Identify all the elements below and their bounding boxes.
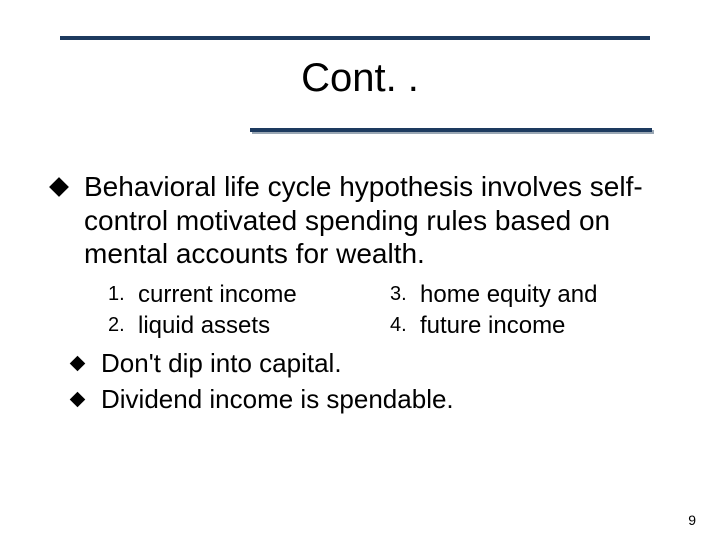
- slide: Cont. . Behavioral life cycle hypothesis…: [0, 0, 720, 540]
- item-number: 3.: [390, 281, 410, 308]
- diamond-bullet-icon: [70, 391, 86, 407]
- list-item: 4. future income: [390, 312, 672, 341]
- slide-content: Behavioral life cycle hypothesis involve…: [48, 170, 672, 419]
- mid-rule: [250, 128, 652, 132]
- slide-title: Cont. .: [0, 56, 720, 101]
- lower-bullet-text: Dividend income is spendable.: [101, 384, 454, 415]
- item-text: liquid assets: [138, 312, 270, 341]
- numbered-lists: 1. current income 2. liquid assets 3. ho…: [108, 281, 672, 343]
- item-text: home equity and: [420, 281, 597, 310]
- main-bullet: Behavioral life cycle hypothesis involve…: [48, 170, 672, 271]
- item-number: 4.: [390, 312, 410, 339]
- list-item: 3. home equity and: [390, 281, 672, 310]
- item-number: 1.: [108, 281, 128, 308]
- lower-bullet: Don't dip into capital.: [68, 348, 672, 379]
- left-column: 1. current income 2. liquid assets: [108, 281, 390, 343]
- main-bullet-text: Behavioral life cycle hypothesis involve…: [84, 170, 672, 271]
- slide-number: 9: [688, 512, 696, 528]
- list-item: 2. liquid assets: [108, 312, 390, 341]
- lower-bullet-text: Don't dip into capital.: [101, 348, 342, 379]
- diamond-bullet-icon: [49, 177, 69, 197]
- lower-bullets: Don't dip into capital. Dividend income …: [48, 348, 672, 414]
- item-number: 2.: [108, 312, 128, 339]
- right-column: 3. home equity and 4. future income: [390, 281, 672, 343]
- top-rule: [60, 36, 650, 40]
- diamond-bullet-icon: [70, 356, 86, 372]
- item-text: future income: [420, 312, 565, 341]
- list-item: 1. current income: [108, 281, 390, 310]
- lower-bullet: Dividend income is spendable.: [68, 384, 672, 415]
- item-text: current income: [138, 281, 297, 310]
